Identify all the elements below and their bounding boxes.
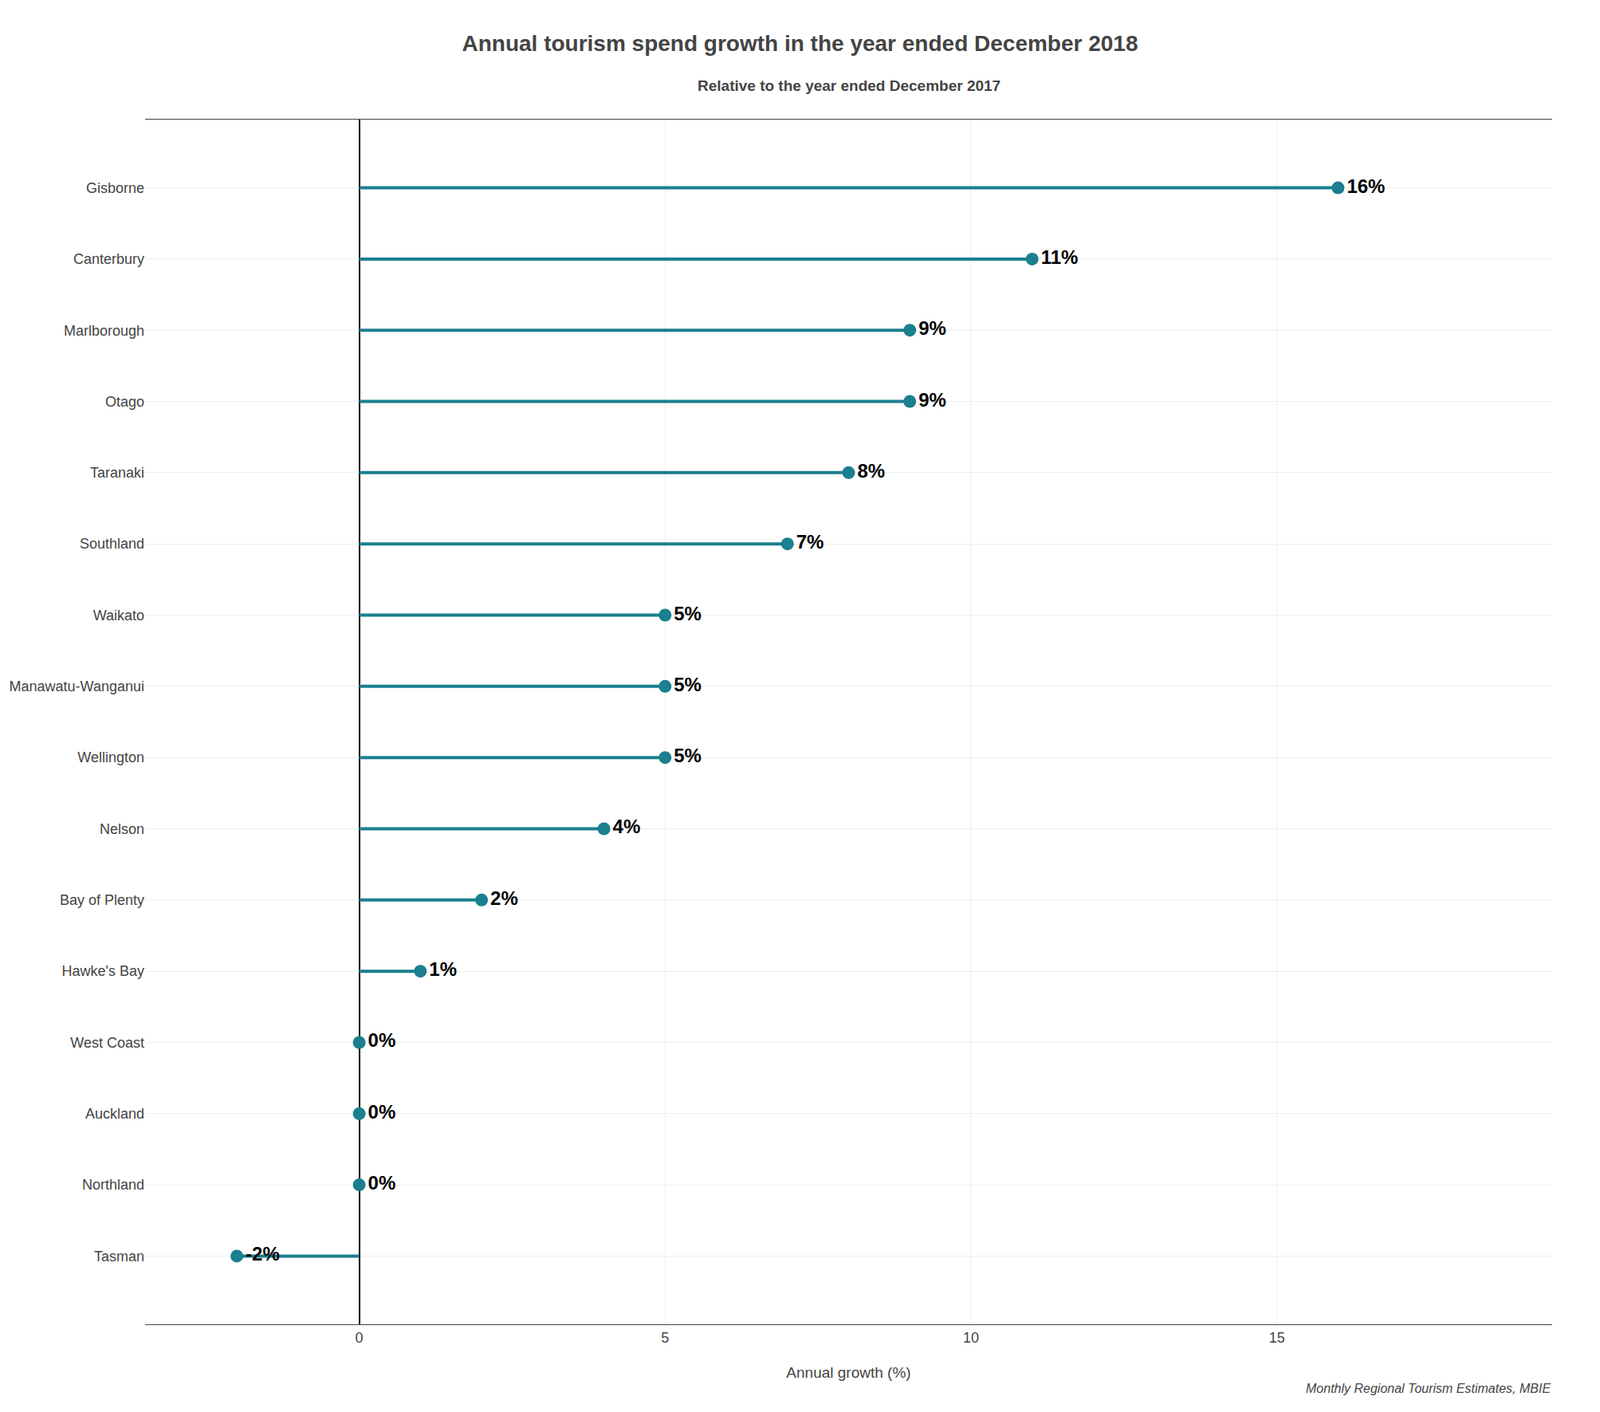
svg-text:1%: 1% [428, 958, 457, 980]
svg-text:0%: 0% [368, 1029, 397, 1051]
svg-text:7%: 7% [796, 530, 825, 553]
svg-text:0: 0 [355, 1329, 364, 1346]
svg-text:Manawatu-Wanganui: Manawatu-Wanganui [9, 678, 145, 695]
svg-text:Waikato: Waikato [93, 607, 145, 624]
svg-text:5%: 5% [673, 602, 702, 625]
svg-text:Otago: Otago [105, 393, 145, 410]
svg-text:9%: 9% [918, 389, 947, 411]
svg-text:Relative to the year ended Dec: Relative to the year ended December 2017 [697, 77, 1001, 95]
svg-text:0%: 0% [368, 1171, 397, 1194]
svg-text:10: 10 [963, 1329, 979, 1346]
svg-text:5: 5 [660, 1329, 669, 1346]
svg-text:Annual growth (%): Annual growth (%) [786, 1364, 911, 1381]
svg-text:Wellington: Wellington [77, 749, 145, 766]
svg-text:Canterbury: Canterbury [73, 251, 145, 268]
svg-text:5%: 5% [673, 744, 702, 767]
svg-text:Auckland: Auckland [85, 1105, 145, 1122]
svg-text:West Coast: West Coast [70, 1034, 145, 1051]
svg-text:5%: 5% [673, 673, 702, 696]
svg-text:Annual tourism spend growth in: Annual tourism spend growth in the year … [462, 31, 1139, 56]
svg-text:0%: 0% [368, 1100, 397, 1123]
svg-text:Marlborough: Marlborough [63, 322, 145, 339]
svg-text:8%: 8% [857, 459, 886, 482]
svg-text:Northland: Northland [82, 1176, 145, 1193]
svg-text:2%: 2% [490, 887, 519, 909]
svg-text:16%: 16% [1346, 175, 1385, 197]
svg-text:Bay of Plenty: Bay of Plenty [59, 892, 145, 909]
svg-text:Tasman: Tasman [94, 1248, 145, 1265]
svg-text:11%: 11% [1041, 246, 1079, 268]
svg-text:Hawke's Bay: Hawke's Bay [62, 963, 145, 979]
svg-text:Taranaki: Taranaki [90, 464, 145, 481]
svg-text:4%: 4% [613, 815, 641, 838]
svg-text:15: 15 [1269, 1329, 1286, 1346]
svg-text:Nelson: Nelson [99, 821, 145, 838]
svg-text:Gisborne: Gisborne [86, 180, 145, 197]
svg-text:-2%: -2% [245, 1242, 280, 1265]
svg-text:9%: 9% [918, 317, 947, 339]
svg-text:Monthly Regional Tourism Estim: Monthly Regional Tourism Estimates, MBIE [1305, 1381, 1551, 1396]
svg-text:Southland: Southland [79, 535, 145, 552]
